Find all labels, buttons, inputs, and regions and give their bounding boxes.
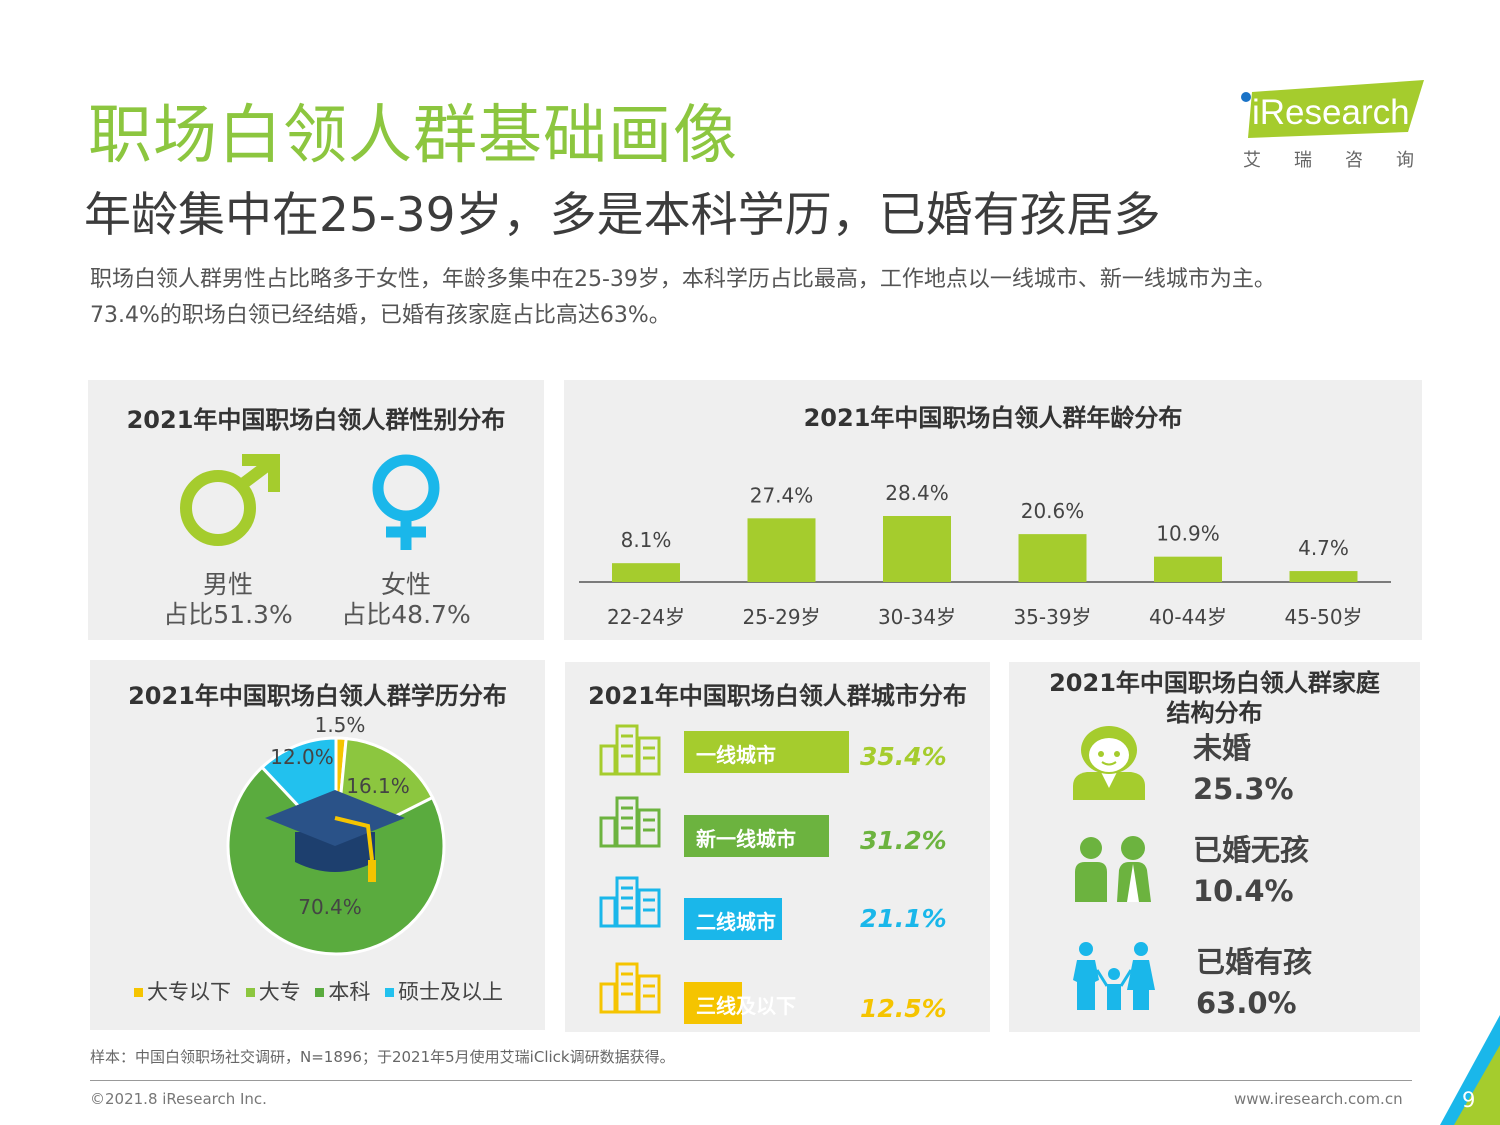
- male-icon: [176, 454, 286, 558]
- graduation-cap-icon: [265, 790, 405, 882]
- age-chart-title: 2021年中国职场白领人群年龄分布: [803, 404, 1183, 432]
- age-bar-label: 4.7%: [1298, 536, 1349, 560]
- age-panel: 2021年中国职场白领人群年龄分布 8.1% 22-24岁 27.4% 25-29岁 2…: [564, 380, 1422, 640]
- page-number: 9: [1462, 1088, 1476, 1112]
- female-value: 占比48.7%: [341, 600, 471, 629]
- legend-swatch: [385, 988, 395, 997]
- legend-item: 大专以下: [147, 980, 231, 1004]
- legend-item: 大专: [258, 980, 301, 1004]
- city-bar: 二线城市: [684, 898, 783, 940]
- city-bar-value: 12.5%: [860, 994, 947, 1023]
- legend-item: 本科: [328, 980, 371, 1004]
- description-line-2: 73.4%的职场白领已经结婚，已婚有孩家庭占比高达63%。: [90, 303, 671, 328]
- age-bar-label: 28.4%: [885, 481, 949, 505]
- logo-text: iResearch: [1252, 93, 1410, 132]
- page-title: 职场白领人群基础画像: [88, 99, 738, 173]
- male-value: 占比51.3%: [163, 600, 293, 629]
- iresearch-logo: iResearch: [1238, 78, 1428, 168]
- education-chart: 1.5% 16.1% 70.4% 12.0%: [226, 713, 446, 956]
- city-bar: 三线及以下: [684, 982, 796, 1024]
- website-link[interactable]: www.iresearch.com.cn: [1234, 1090, 1403, 1108]
- family-single-value: 25.3%: [1193, 772, 1294, 806]
- age-bar: [1018, 534, 1087, 582]
- building-icon: [599, 958, 663, 1018]
- education-slice-label: 16.1%: [346, 774, 410, 798]
- copyright: ©2021.8 iResearch Inc.: [90, 1090, 267, 1108]
- male-stat: 男性 占比51.3%: [152, 570, 304, 630]
- family-child-value: 63.0%: [1196, 986, 1297, 1020]
- couple-icon: [1071, 832, 1155, 906]
- city-bar-value: 35.4%: [860, 742, 947, 771]
- education-legend: 大专以下 大专 本科 硕士及以上: [126, 976, 503, 1006]
- education-panel: 2021年中国职场白领人群学历分布 1.5% 16.1% 70.4% 12.0% 大专…: [90, 660, 545, 1030]
- male-label: 男性: [202, 570, 253, 599]
- page-subtitle: 年龄集中在25-39岁，多是本科学历，已婚有孩居多: [84, 188, 1161, 243]
- education-slice-label: 70.4%: [298, 895, 362, 919]
- family-title-line-2: 结构分布: [1166, 699, 1263, 727]
- age-bar: [1289, 571, 1358, 582]
- city-bar-value: 31.2%: [860, 826, 947, 855]
- age-bar: [1154, 556, 1222, 582]
- gender-panel-title: 2021年中国职场白领人群性别分布: [126, 406, 506, 434]
- corner-decoration: [1440, 1015, 1500, 1125]
- city-panel: 2021年中国职场白领人群城市分布 一线城市 35.4% 新一线城市 31.2%: [565, 662, 990, 1032]
- age-category-label: 45-50岁: [1284, 605, 1362, 629]
- age-bar-label: 10.9%: [1156, 522, 1220, 546]
- family-couple-label: 已婚无孩: [1193, 833, 1310, 867]
- single-person-icon: [1069, 722, 1149, 806]
- education-slice-label: 12.0%: [270, 745, 334, 769]
- city-bar: 一线城市: [684, 731, 849, 773]
- age-category-label: 35-39岁: [1013, 605, 1091, 629]
- age-bar: [747, 518, 816, 582]
- legend-swatch: [245, 988, 255, 997]
- gender-panel: 2021年中国职场白领人群性别分布 男性 占比51.3% 女性 占比48.7%: [88, 380, 544, 640]
- age-category-label: 22-24岁: [607, 605, 685, 629]
- family-chart-title: 2021年中国职场白领人群家庭 结构分布: [1009, 668, 1420, 728]
- family-single: 未婚 25.3%: [1193, 728, 1294, 810]
- family-with-child-icon: [1071, 940, 1157, 1014]
- legend-swatch: [134, 988, 143, 997]
- family-couple: 已婚无孩 10.4%: [1193, 830, 1309, 912]
- building-icon: [599, 720, 663, 780]
- age-bar: [612, 563, 680, 582]
- female-stat: 女性 占比48.7%: [330, 570, 482, 630]
- city-chart-title: 2021年中国职场白领人群城市分布: [588, 682, 967, 710]
- family-single-label: 未婚: [1193, 731, 1252, 765]
- city-bar-value: 21.1%: [860, 904, 947, 933]
- age-bar: [883, 516, 951, 582]
- age-category-label: 30-34岁: [878, 605, 956, 629]
- logo-cn-text: 艾瑞咨询: [1243, 150, 1447, 171]
- legend-swatch: [315, 988, 325, 997]
- age-bar-label: 8.1%: [621, 528, 672, 552]
- family-child-label: 已婚有孩: [1196, 945, 1313, 979]
- footnote: 样本：中国白领职场社交调研，N=1896；于2021年5月使用艾瑞iClick调…: [90, 1048, 675, 1066]
- description: 职场白领人群男性占比略多于女性，年龄多集中在25-39岁，本科学历占比最高，工作…: [90, 262, 1470, 334]
- family-with-child: 已婚有孩 63.0%: [1196, 942, 1312, 1024]
- female-label: 女性: [380, 570, 431, 599]
- description-line-1: 职场白领人群男性占比略多于女性，年龄多集中在25-39岁，本科学历占比最高，工作…: [90, 267, 1276, 292]
- building-icon: [599, 792, 663, 852]
- family-title-line-1: 2021年中国职场白领人群家庭: [1049, 669, 1380, 697]
- building-icon: [599, 872, 663, 932]
- age-category-label: 40-44岁: [1149, 605, 1227, 629]
- education-slice-label: 1.5%: [315, 713, 366, 737]
- footer-divider: [90, 1080, 1412, 1081]
- age-bar-label: 20.6%: [1021, 499, 1085, 523]
- legend-item: 硕士及以上: [398, 980, 504, 1004]
- female-icon: [366, 454, 446, 558]
- family-couple-value: 10.4%: [1193, 874, 1294, 908]
- age-chart: 8.1% 22-24岁 27.4% 25-29岁 28.4% 30-34岁 20.6% 35-…: [579, 481, 1391, 629]
- age-bar-label: 27.4%: [750, 483, 814, 507]
- education-chart-title: 2021年中国职场白领人群学历分布: [128, 682, 507, 710]
- family-panel: 2021年中国职场白领人群家庭 结构分布 未婚 25.3% 已婚无孩 10.4%: [1009, 662, 1420, 1032]
- age-category-label: 25-29岁: [742, 605, 820, 629]
- city-bar: 新一线城市: [684, 815, 830, 857]
